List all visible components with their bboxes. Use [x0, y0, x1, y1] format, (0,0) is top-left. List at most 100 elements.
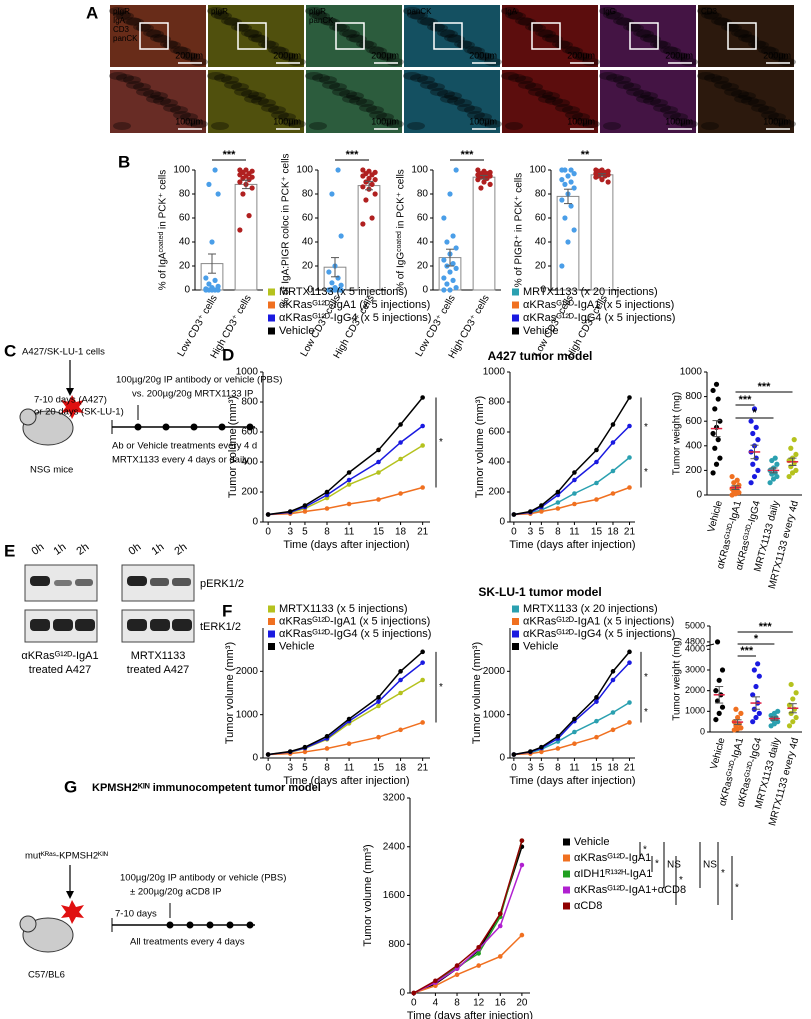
- micrograph-texture: [758, 106, 776, 114]
- data-point: [453, 167, 459, 173]
- data-point: [788, 681, 794, 688]
- y-tick-label: 0: [252, 753, 258, 764]
- micrograph-texture: [349, 35, 367, 43]
- data-point: [786, 473, 792, 480]
- data-point: [774, 461, 780, 467]
- micrograph-texture: [386, 58, 404, 66]
- legend-swatch: [563, 870, 570, 878]
- micrograph-texture: [761, 111, 779, 119]
- data-point: [717, 418, 723, 424]
- micrograph-signal: [600, 5, 696, 67]
- scale-label: 200μm: [763, 50, 791, 60]
- data-point: [555, 746, 561, 751]
- x-tick-label: 8: [555, 763, 561, 774]
- micrograph-texture: [346, 92, 364, 100]
- data-point: [203, 286, 209, 292]
- micrograph-texture: [281, 118, 299, 126]
- y-tick-label: 60: [535, 213, 547, 224]
- data-point: [627, 649, 632, 655]
- data-point: [215, 191, 221, 197]
- micrograph-texture: [241, 29, 259, 37]
- panel-label: B: [118, 152, 130, 171]
- micrograph-texture: [143, 90, 161, 98]
- micrograph-texture: [714, 81, 732, 89]
- micrograph-texture: [565, 47, 583, 55]
- micrograph-texture: [535, 90, 553, 98]
- x-tick-label: 0: [411, 998, 417, 1009]
- data-point: [786, 723, 793, 729]
- y-tick-label: 0: [499, 753, 505, 764]
- data-point: [594, 699, 599, 704]
- legend-label: αKRasᴳ¹²ᴰ-IgA1 (x 5 injections): [279, 615, 430, 627]
- zoom-box: [629, 22, 659, 50]
- data-point: [793, 690, 799, 696]
- micrograph-texture: [768, 113, 786, 121]
- micrograph-texture: [771, 53, 789, 61]
- y-tick-label: 0: [696, 490, 702, 501]
- data-point: [599, 177, 605, 183]
- data-point: [324, 506, 330, 511]
- legend-swatch: [512, 301, 519, 309]
- channel-label: CD3: [113, 25, 130, 34]
- micrograph-texture: [484, 120, 502, 128]
- micrograph-texture: [704, 12, 722, 20]
- micrograph-texture: [211, 11, 229, 19]
- x-tick-label: 5: [539, 763, 545, 774]
- micrograph-texture: [146, 95, 164, 103]
- panel-label: A: [86, 3, 98, 22]
- data-point: [539, 744, 544, 750]
- micrograph-signal: [110, 5, 206, 67]
- y-tick-label: 800: [241, 397, 258, 408]
- bar: [357, 185, 381, 291]
- micrograph-texture: [258, 40, 276, 48]
- y-tick-label: 2000: [483, 666, 506, 677]
- micrograph-texture: [575, 53, 593, 61]
- data-point: [287, 509, 293, 514]
- legend-swatch: [268, 327, 275, 335]
- data-point: [715, 396, 721, 402]
- data-point: [398, 440, 403, 445]
- data-point: [376, 703, 381, 709]
- y-tick-label: 100: [173, 165, 190, 176]
- micrograph-texture: [440, 30, 458, 38]
- data-point: [398, 669, 403, 674]
- micrograph-texture: [366, 106, 384, 114]
- micrograph-texture: [109, 7, 127, 15]
- micrograph-texture: [467, 111, 485, 119]
- data-point: [755, 467, 761, 473]
- data-point: [791, 437, 797, 443]
- micrograph-texture: [454, 99, 472, 107]
- data-point: [719, 704, 726, 710]
- x-tick-label: 8: [555, 527, 561, 538]
- micrograph-texture: [305, 7, 323, 15]
- x-axis-label: Time (days after injection): [283, 539, 409, 551]
- y-tick-label: 100: [529, 165, 546, 176]
- data-point: [756, 673, 762, 679]
- y-tick-label: 1000: [236, 709, 259, 720]
- data-point: [376, 470, 381, 475]
- scale-label: 200μm: [567, 50, 595, 60]
- micrograph-texture: [251, 97, 269, 105]
- series-line: [268, 721, 423, 756]
- data-point: [444, 239, 450, 245]
- data-point: [324, 489, 330, 495]
- micrograph-texture: [603, 122, 621, 130]
- data-point: [209, 285, 215, 291]
- x-tick-label: 15: [373, 527, 385, 538]
- micrograph-texture: [268, 46, 286, 54]
- x-tick-label: 3: [287, 763, 293, 774]
- data-point: [751, 473, 758, 480]
- micrograph-texture: [403, 72, 421, 80]
- significance-label: *: [752, 407, 757, 419]
- data-point: [748, 480, 754, 486]
- scale-label: 200μm: [469, 50, 497, 60]
- data-point: [346, 741, 352, 746]
- micrograph-texture: [113, 11, 131, 19]
- y-tick-label: 1000: [680, 367, 703, 378]
- micrograph-texture: [403, 7, 421, 15]
- panel-label: G: [64, 777, 77, 796]
- x-tick-label: 11: [569, 763, 580, 774]
- data-point: [209, 239, 215, 245]
- micrograph-texture: [670, 113, 688, 121]
- micrograph-texture: [467, 47, 485, 55]
